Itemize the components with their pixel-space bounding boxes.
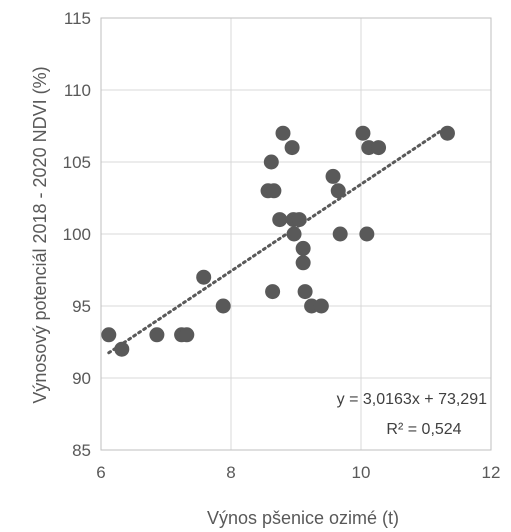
x-tick-label: 12 — [482, 463, 501, 482]
y-axis-title: Výnosový potenciál 2018 - 2020 NDVI (%) — [30, 66, 50, 403]
data-points — [101, 125, 455, 357]
y-tick-label: 85 — [72, 441, 91, 460]
x-axis-title: Výnos pšenice ozimé (t) — [207, 508, 399, 528]
data-point — [325, 168, 341, 184]
data-point — [149, 327, 165, 343]
data-point — [359, 226, 375, 242]
data-point — [114, 341, 130, 357]
trendline — [107, 124, 449, 355]
data-point — [295, 255, 311, 271]
data-point — [371, 140, 387, 156]
data-point — [313, 298, 329, 314]
data-point — [266, 183, 282, 199]
y-tick-label: 100 — [63, 225, 91, 244]
data-point — [439, 125, 455, 141]
data-point — [332, 226, 348, 242]
x-tick-label: 10 — [352, 463, 371, 482]
data-point — [265, 284, 281, 300]
y-tick-label: 110 — [64, 81, 91, 100]
data-point — [330, 183, 346, 199]
y-tick-label: 90 — [72, 369, 91, 388]
trendline-equation: y = 3,0163x + 73,291 — [337, 391, 487, 408]
y-tick-label: 105 — [63, 153, 91, 172]
plot-frame — [100, 17, 492, 451]
data-point — [286, 226, 302, 242]
y-tick-label: 115 — [64, 9, 91, 28]
data-point — [101, 327, 117, 343]
data-point — [272, 212, 288, 228]
data-point — [295, 240, 311, 256]
x-tick-label: 8 — [226, 463, 235, 482]
data-point — [355, 125, 371, 141]
data-point — [275, 125, 291, 141]
r-squared-label: R² = 0,524 — [386, 421, 461, 438]
data-point — [263, 154, 279, 170]
data-point — [215, 298, 231, 314]
data-point — [284, 140, 300, 156]
data-point — [179, 327, 195, 343]
data-point — [291, 212, 307, 228]
data-point — [297, 284, 313, 300]
data-point — [196, 269, 212, 285]
x-tick-label: 6 — [96, 463, 105, 482]
tick-labels: 85 90 95 100 105 110 115 6 8 10 12 — [63, 9, 501, 482]
y-tick-label: 95 — [72, 297, 91, 316]
